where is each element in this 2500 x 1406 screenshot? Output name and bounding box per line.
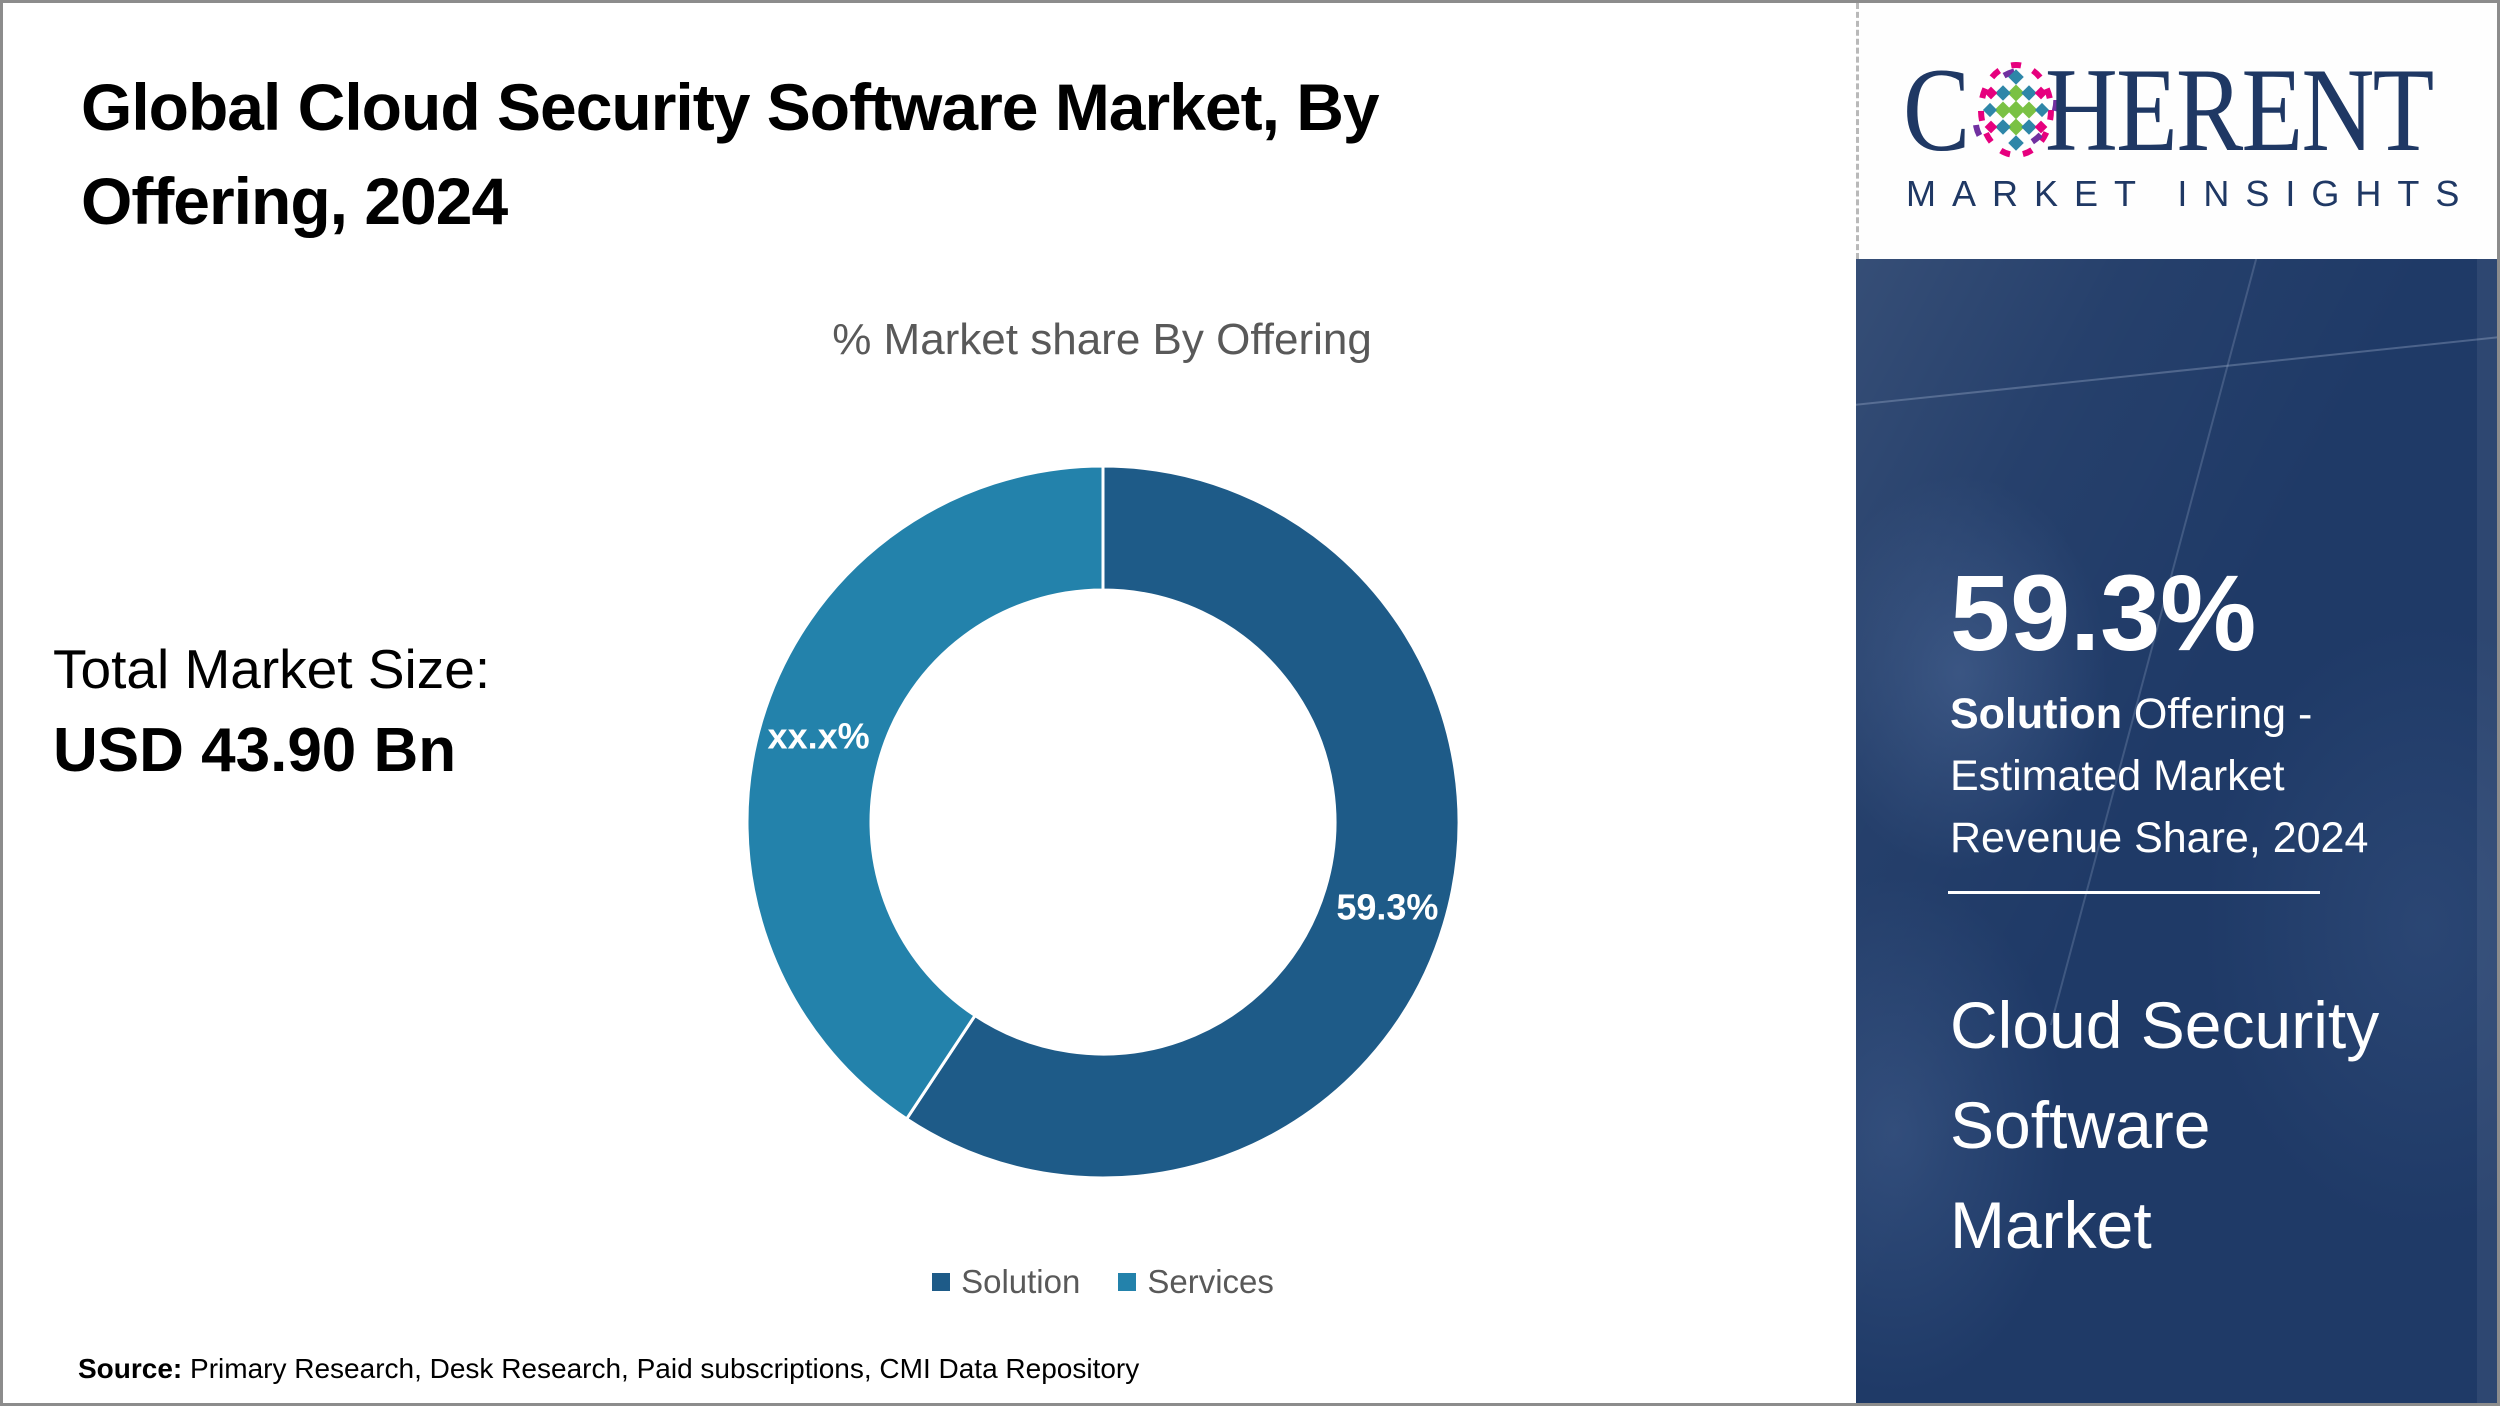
donut-segment-services <box>745 464 1105 1122</box>
sidebar-map-texture <box>1856 259 2497 1403</box>
sidebar-stat-rest: Offering - Estimated Market Revenue Shar… <box>1950 690 2369 862</box>
sidebar-market-name: Cloud Security Software Market <box>1950 988 2380 1262</box>
source-text: Primary Research, Desk Research, Paid su… <box>182 1353 1140 1384</box>
donut-label-services: xx.x% <box>768 716 870 757</box>
total-market-size-label: Total Market Size: <box>53 638 491 700</box>
donut-label-solution: 59.3% <box>1336 887 1438 928</box>
sidebar-stat-value: 59.3% <box>1950 552 2257 673</box>
brand-tagline: MARKET INSIGHTS <box>1906 173 2476 214</box>
brand-wordmark: C <box>1903 50 2497 170</box>
total-market-size: Total Market Size: USD 43.90 Bn <box>53 637 490 786</box>
legend-item-solution: Solution <box>932 1263 1080 1301</box>
source-note: Source: Primary Research, Desk Research,… <box>78 1353 1139 1385</box>
brand-block: C <box>1856 3 2497 259</box>
legend-item-services: Services <box>1118 1263 1274 1301</box>
brand-letter-c: C <box>1903 43 1970 176</box>
chart-subtitle: % Market share By Offering <box>832 315 1372 364</box>
page-title: Global Cloud Security Software Market, B… <box>81 61 1561 248</box>
total-market-size-value: USD 43.90 Bn <box>53 716 457 785</box>
sidebar-divider <box>1948 891 2320 894</box>
donut-chart: 59.3% xx.x% <box>745 464 1461 1180</box>
legend-swatch-services-icon <box>1118 1273 1137 1291</box>
page-title-line1: Global Cloud Security Software Market, B… <box>81 70 1380 144</box>
sidebar-edge-highlight <box>2477 259 2497 1403</box>
chart-legend: Solution Services <box>453 1263 1753 1301</box>
sidebar-stat-description: Solution Offering - Estimated Market Rev… <box>1950 683 2380 869</box>
legend-label-services: Services <box>1147 1263 1274 1300</box>
source-prefix: Source: <box>78 1353 183 1384</box>
page-title-line2: Offering, 2024 <box>81 163 508 238</box>
donut-segment-solution <box>904 464 1461 1180</box>
legend-swatch-solution-icon <box>932 1273 951 1291</box>
sidebar: 59.3% Solution Offering - Estimated Mark… <box>1856 259 2497 1403</box>
sidebar-stat-segment: Solution <box>1950 690 2122 738</box>
brand-globe-icon <box>1973 62 2060 158</box>
brand-letter-rest: HERENT <box>2045 43 2434 176</box>
legend-label-solution: Solution <box>961 1263 1081 1300</box>
